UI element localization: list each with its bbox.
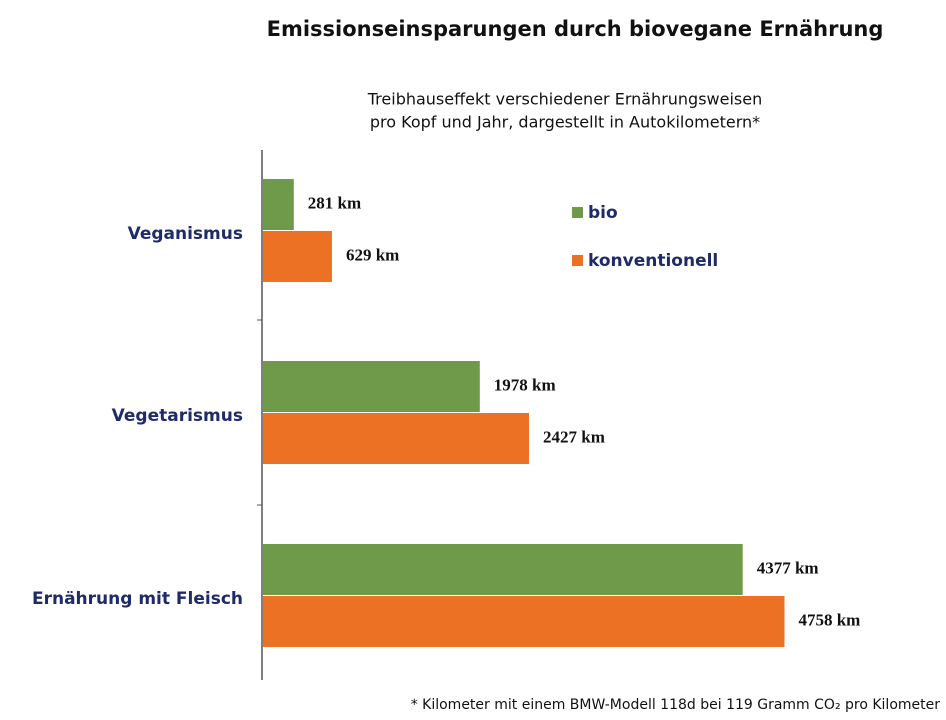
category-label: Vegetarismus bbox=[112, 406, 243, 426]
value-label: 2427 km bbox=[543, 427, 605, 446]
category-label: Ernährung mit Fleisch bbox=[32, 589, 243, 609]
value-label: 1978 km bbox=[494, 375, 556, 394]
value-label: 629 km bbox=[346, 245, 399, 264]
bar bbox=[263, 361, 480, 412]
bar bbox=[263, 231, 332, 282]
value-label: 4377 km bbox=[757, 558, 819, 577]
legend-label: bio bbox=[588, 203, 618, 223]
legend-swatch bbox=[572, 207, 583, 218]
bar bbox=[263, 179, 294, 230]
value-label: 4758 km bbox=[798, 610, 860, 629]
legend-label: konventionell bbox=[588, 251, 718, 271]
bar bbox=[263, 413, 529, 464]
value-label: 281 km bbox=[308, 193, 361, 212]
chart-title: Emissionseinsparungen durch biovegane Er… bbox=[267, 17, 884, 41]
bar bbox=[263, 544, 743, 595]
legend-swatch bbox=[572, 255, 583, 266]
chart-subtitle: pro Kopf und Jahr, dargestellt in Autoki… bbox=[370, 113, 760, 132]
chart-subtitle: Treibhauseffekt verschiedener Ernährungs… bbox=[367, 90, 763, 109]
footnote: * Kilometer mit einem BMW-Modell 118d be… bbox=[411, 697, 941, 713]
category-label: Veganismus bbox=[128, 224, 243, 244]
bar bbox=[263, 596, 785, 647]
